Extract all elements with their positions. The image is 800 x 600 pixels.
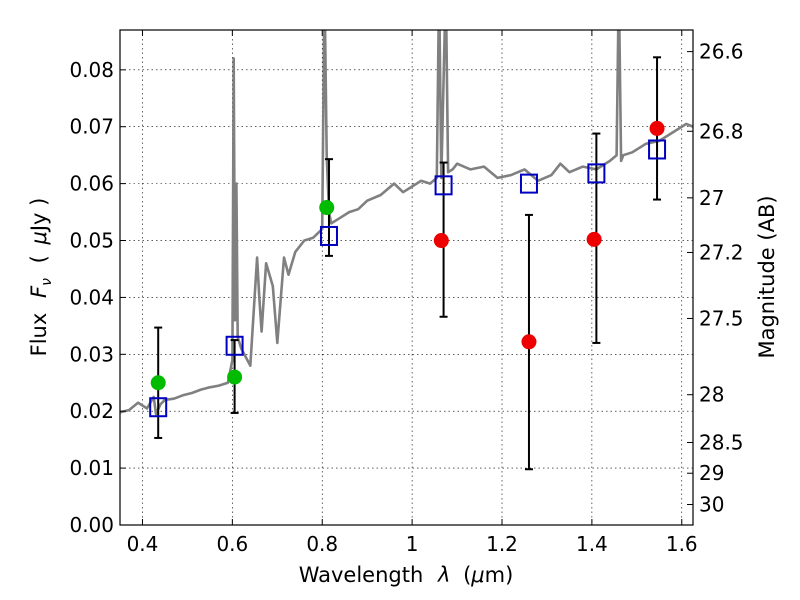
green-data-point [227,369,243,385]
y-tick-label: 0.01 [69,456,114,480]
y-tick-label: 0.06 [69,172,114,196]
magnitude-tick-label: 27.2 [699,240,744,264]
y-axis-title-sub: ν [39,278,55,286]
x-tick-label: 1.6 [666,532,698,556]
magnitude-tick-label: 26.6 [699,40,744,64]
x-axis: 0.4 0.6 0.8 1 1.2 1.4 1.6 [127,30,698,556]
x-tick-label: 1.2 [486,532,518,556]
model-photometry-square [225,335,244,356]
x-tick-label: 0.4 [127,532,159,556]
model-photometry-square [319,225,338,246]
spectrum-line [120,30,693,416]
model-photometry-square [648,139,667,160]
x-tick-label: 0.6 [216,532,248,556]
model-photometry-square [519,173,538,194]
y-tick-label: 0.00 [69,513,114,537]
grid [120,30,693,525]
magnitude-tick-label: 28.5 [699,431,744,455]
x-axis-title-text: Wavelength [299,563,424,587]
y-axis-title-unit-mu: μ [27,231,51,245]
x-tick-label: 1.4 [576,532,608,556]
y-tick-label: 0.04 [69,285,114,309]
y-axis-title-unit-open: ( [27,255,51,263]
y-tick-label: 0.05 [69,229,114,253]
green-data-point [150,375,166,391]
y-tick-label: 0.08 [69,58,114,82]
red-data-point [521,334,537,350]
y-axis: 0.00 0.01 0.02 0.03 0.04 0.05 0.06 0.07 0.08 [69,58,126,537]
x-axis-title-unit-mu: μ [470,563,484,587]
red-data-point [433,233,449,249]
plot-area [120,30,693,471]
y-tick-label: 0.07 [69,115,114,139]
model-photometry-square [149,397,168,418]
magnitude-tick-label: 29 [699,461,724,485]
magnitude-tick-label: 27 [699,186,724,210]
y-axis-title-text: Flux [27,313,51,357]
x-axis-title-unit-rest: m) [485,563,514,587]
model-photometry-square [434,175,453,196]
y-axis-title: Flux Fν ( μJy ) [27,198,56,357]
green-data-point [319,200,335,216]
magnitude-axis: 26.6 26.8 27 27.2 27.5 28 28.5 29 30 [687,40,744,517]
y-tick-label: 0.03 [69,342,114,366]
y-axis-title-unit-rest: Jy ) [27,198,51,234]
y-tick-label: 0.02 [69,399,114,423]
model-photometry-square [587,163,606,184]
red-data-point [649,120,665,136]
magnitude-tick-label: 30 [699,493,724,517]
y-axis-title-var: F [27,285,51,298]
x-tick-label: 1 [406,532,419,556]
magnitude-axis-title: Magnitude (AB) [755,195,779,358]
magnitude-tick-label: 27.5 [699,306,744,330]
red-data-point [586,231,602,247]
x-axis-title-var: λ [437,563,450,587]
x-axis-title: Wavelength λ (μm) [299,563,514,587]
x-tick-label: 0.8 [306,532,338,556]
plot-frame [119,29,694,526]
magnitude-tick-label: 28 [699,383,724,407]
x-axis-title-unit-open: ( [463,563,471,587]
magnitude-tick-label: 26.8 [699,119,744,143]
